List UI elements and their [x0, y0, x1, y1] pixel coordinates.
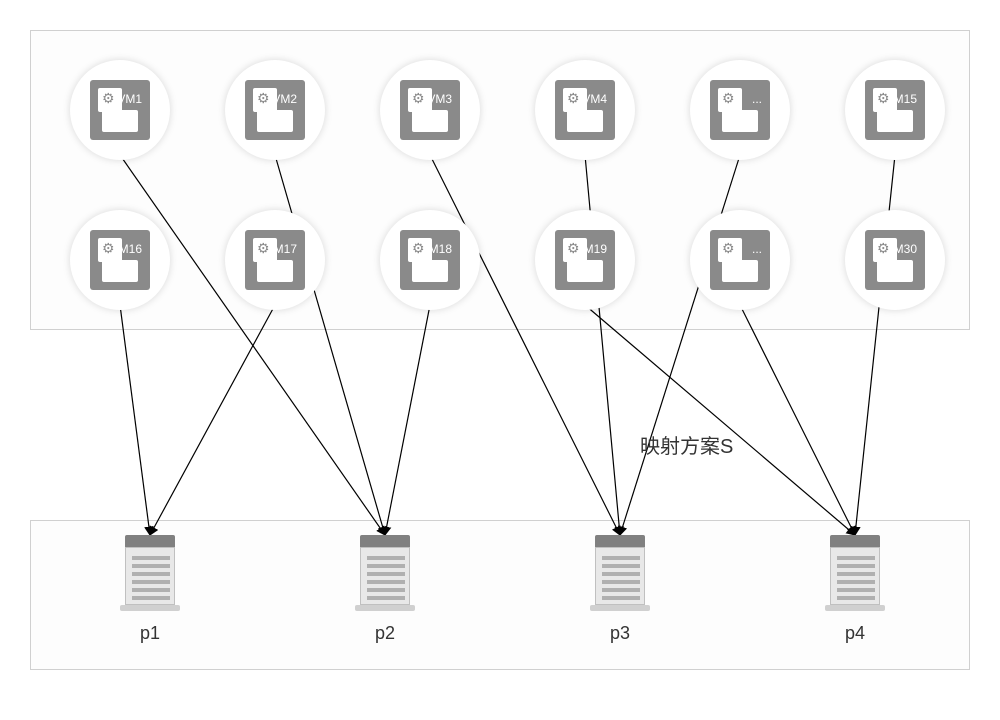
server-label: p2 [375, 623, 395, 644]
vm-label: VM17 [266, 242, 297, 256]
vm-node-vm3: VM3 [380, 60, 480, 160]
vm-label: VM4 [582, 92, 607, 106]
vm-icon: ... [710, 80, 770, 140]
edge-vm20-p4 [740, 305, 855, 535]
vm-icon: VM16 [90, 230, 150, 290]
vm-label: VM1 [117, 92, 142, 106]
vm-icon: VM1 [90, 80, 150, 140]
edge-vm16-p1 [120, 305, 150, 535]
vm-label: ... [752, 242, 762, 256]
vm-label: VM15 [886, 92, 917, 106]
vm-node-vm20: ... [690, 210, 790, 310]
server-node-p1: p1 [125, 535, 175, 644]
vm-label: VM3 [427, 92, 452, 106]
vm-icon: VM18 [400, 230, 460, 290]
vm-icon: VM19 [555, 230, 615, 290]
vm-node-vm1: VM1 [70, 60, 170, 160]
vm-label: ... [752, 92, 762, 106]
vm-layer-box [30, 30, 970, 330]
vm-node-vm2: VM2 [225, 60, 325, 160]
vm-icon: ... [710, 230, 770, 290]
vm-icon: VM17 [245, 230, 305, 290]
vm-label: VM2 [272, 92, 297, 106]
vm-label: VM30 [886, 242, 917, 256]
vm-label: VM16 [111, 242, 142, 256]
vm-icon: VM30 [865, 230, 925, 290]
server-icon [360, 535, 410, 615]
server-icon [125, 535, 175, 615]
server-label: p1 [140, 623, 160, 644]
vm-icon: VM2 [245, 80, 305, 140]
vm-node-vm16: VM16 [70, 210, 170, 310]
server-icon [595, 535, 645, 615]
server-node-p2: p2 [360, 535, 410, 644]
mapping-scheme-label: 映射方案S [640, 430, 733, 459]
edge-vm18-p2 [385, 305, 430, 535]
vm-node-vm15: VM15 [845, 60, 945, 160]
server-node-p4: p4 [830, 535, 880, 644]
vm-node-vm17: VM17 [225, 210, 325, 310]
vm-node-vm19: VM19 [535, 210, 635, 310]
diagram-container: VM1 VM2 VM3 VM4... VM15 VM16 VM17 VM18 VM19... VM… [20, 20, 980, 700]
vm-icon: VM4 [555, 80, 615, 140]
edge-vm17-p1 [150, 305, 275, 535]
vm-node-vm4: VM4 [535, 60, 635, 160]
vm-icon: VM3 [400, 80, 460, 140]
vm-icon: VM15 [865, 80, 925, 140]
server-label: p3 [610, 623, 630, 644]
server-label: p4 [845, 623, 865, 644]
edge-vm19-p4 [585, 305, 855, 535]
server-icon [830, 535, 880, 615]
server-node-p3: p3 [595, 535, 645, 644]
vm-node-vm18: VM18 [380, 210, 480, 310]
vm-node-vm30: VM30 [845, 210, 945, 310]
vm-label: VM19 [576, 242, 607, 256]
vm-label: VM18 [421, 242, 452, 256]
vm-node-vm5: ... [690, 60, 790, 160]
